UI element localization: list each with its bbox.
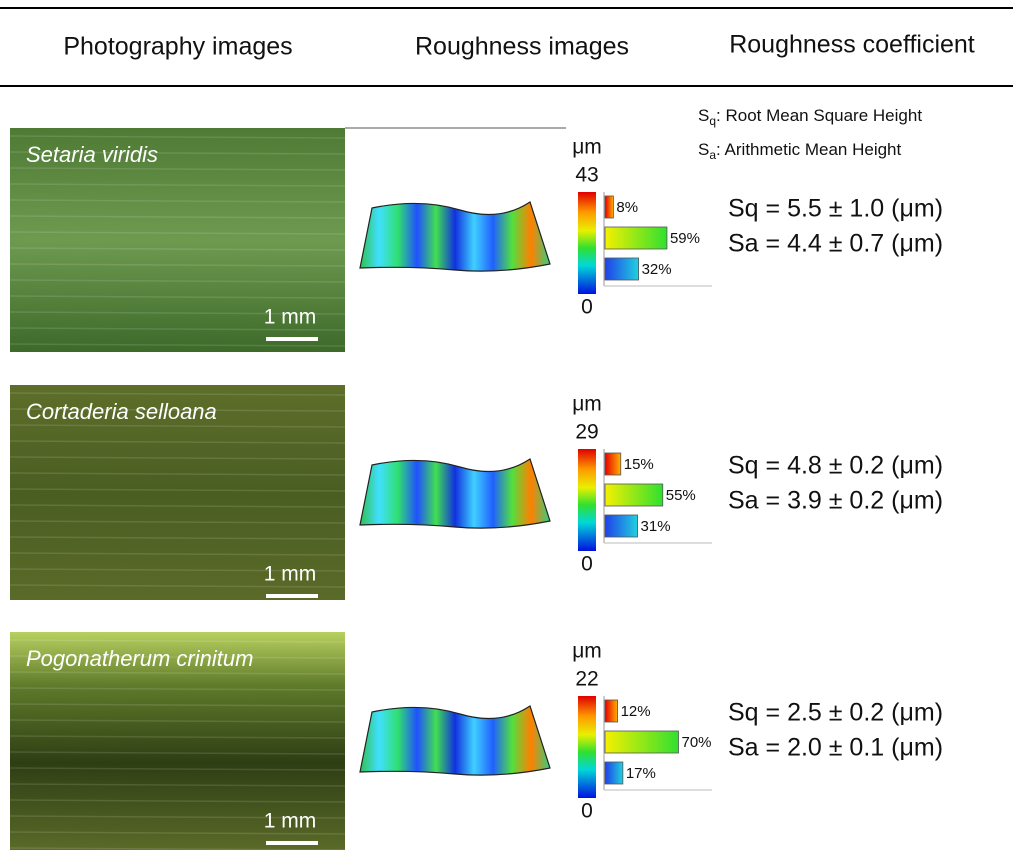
bar: [605, 762, 623, 784]
description: : Root Mean Square Height: [716, 106, 922, 125]
bar: [605, 227, 667, 249]
legend-entry: Sa: Arithmetic Mean Height: [698, 140, 901, 162]
roughness-image: [360, 202, 550, 271]
sq-value: Sq = 2.5 ± 0.2 (μm): [728, 699, 943, 727]
bar-label: 31%: [641, 518, 671, 535]
photo-vein: [10, 601, 345, 603]
bar: [605, 258, 639, 280]
sa-value: Sa = 4.4 ± 0.7 (μm): [728, 230, 943, 258]
roughness-image: [360, 459, 550, 528]
figure: Photography images Roughness images Roug…: [0, 0, 1013, 852]
sa-value: Sa = 3.9 ± 0.2 (μm): [728, 487, 943, 515]
colorbar-max: 43: [575, 164, 598, 187]
colorbar: [578, 192, 596, 294]
bar-label: 59%: [670, 230, 700, 247]
colorbar-unit: μm: [572, 136, 602, 159]
sa-value: Sa = 2.0 ± 0.1 (μm): [728, 734, 943, 762]
description: : Arithmetic Mean Height: [716, 140, 901, 159]
bar-label: 12%: [621, 703, 651, 720]
species-name: Setaria viridis: [26, 142, 158, 167]
column-header: Roughness images: [415, 33, 629, 61]
bar-label: 17%: [626, 765, 656, 782]
sq-value: Sq = 5.5 ± 1.0 (μm): [728, 195, 943, 223]
colorbar-max: 29: [575, 421, 598, 444]
column-header: Roughness coefficient: [729, 31, 975, 59]
colorbar-min: 0: [581, 296, 593, 319]
scale-label: 1 mm: [264, 810, 317, 833]
scale-label: 1 mm: [264, 563, 317, 586]
colorbar-unit: μm: [572, 640, 602, 663]
colorbar-unit: μm: [572, 393, 602, 416]
colorbar-min: 0: [581, 553, 593, 576]
scale-label: 1 mm: [264, 306, 317, 329]
legend-entry: Sq: Root Mean Square Height: [698, 106, 922, 128]
subscript: q: [709, 114, 716, 128]
bar: [605, 515, 638, 537]
bar: [605, 196, 613, 218]
bar-label: 32%: [642, 261, 672, 278]
colorbar-max: 22: [575, 668, 598, 691]
sq-value: Sq = 4.8 ± 0.2 (μm): [728, 452, 943, 480]
colorbar: [578, 449, 596, 551]
symbol: S: [698, 140, 709, 159]
bar: [605, 731, 679, 753]
species-name: Pogonatherum crinitum: [26, 646, 253, 671]
bar: [605, 700, 618, 722]
bar-label: 8%: [616, 199, 638, 216]
colorbar-min: 0: [581, 800, 593, 823]
bar: [605, 484, 663, 506]
species-name: Cortaderia selloana: [26, 399, 217, 424]
column-header: Photography images: [63, 33, 292, 61]
roughness-image: [360, 706, 550, 775]
bar: [605, 453, 621, 475]
colorbar: [578, 696, 596, 798]
symbol: S: [698, 106, 709, 125]
bar-label: 15%: [624, 456, 654, 473]
bar-label: 55%: [666, 487, 696, 504]
bar-label: 70%: [682, 734, 712, 751]
